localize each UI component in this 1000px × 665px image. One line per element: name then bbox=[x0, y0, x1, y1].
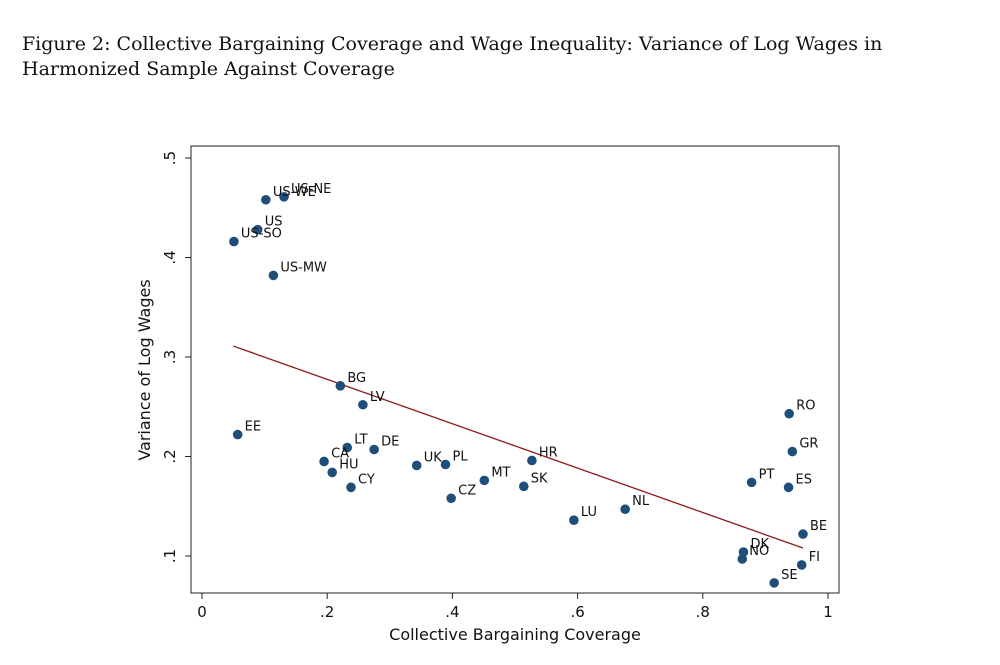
y-axis-title: Variance of Log Wages bbox=[135, 279, 154, 460]
point-ca bbox=[319, 456, 329, 467]
point-label: NO bbox=[749, 544, 769, 559]
y-tick-label: .5 bbox=[161, 151, 179, 165]
x-tick-label: .8 bbox=[696, 603, 710, 621]
y-tick-label: .4 bbox=[161, 250, 179, 264]
point-label: CY bbox=[358, 472, 375, 487]
point-cy bbox=[346, 482, 356, 493]
y-tick-label: .1 bbox=[161, 549, 179, 563]
point-label: UK bbox=[424, 450, 443, 465]
x-tick-label: .4 bbox=[445, 603, 459, 621]
point-ro bbox=[784, 408, 794, 419]
point-label: US-NE bbox=[291, 182, 331, 197]
point-pl bbox=[440, 459, 451, 470]
point-label: CA bbox=[331, 446, 349, 461]
point-us-mw bbox=[268, 270, 279, 281]
point-label: HR bbox=[539, 445, 558, 460]
point-label: US bbox=[265, 215, 283, 230]
point-label: RO bbox=[796, 399, 815, 414]
point-label: US-WE bbox=[273, 185, 316, 200]
point-label: US-SO bbox=[241, 227, 282, 242]
x-axis-title: Collective Bargaining Coverage bbox=[389, 625, 641, 644]
point-label: NL bbox=[632, 494, 650, 509]
point-pt bbox=[746, 477, 757, 488]
point-us bbox=[252, 224, 263, 235]
point-be bbox=[798, 529, 808, 539]
point-lv bbox=[358, 399, 368, 410]
point-label: EE bbox=[245, 420, 261, 435]
point-label: LU bbox=[581, 505, 597, 520]
point-cz bbox=[446, 493, 456, 504]
point-label: ES bbox=[796, 472, 812, 487]
plot-frame bbox=[190, 145, 840, 594]
x-tick-label: .2 bbox=[320, 603, 334, 621]
point-ee bbox=[232, 429, 243, 440]
point-se bbox=[769, 578, 779, 588]
point-bg bbox=[335, 381, 346, 391]
x-tick-label: 0 bbox=[197, 603, 207, 621]
point-gr bbox=[787, 446, 798, 457]
point-fi bbox=[796, 560, 807, 570]
point-hr bbox=[527, 455, 537, 466]
point-label: MT bbox=[491, 465, 510, 480]
point-label: BE bbox=[810, 519, 827, 534]
point-label: DK bbox=[750, 537, 769, 552]
fit-line-group bbox=[233, 345, 804, 549]
point-label: DE bbox=[381, 435, 399, 450]
point-de bbox=[369, 444, 379, 455]
point-us-so bbox=[229, 236, 239, 247]
point-label: CZ bbox=[458, 483, 476, 498]
y-tick-label: .2 bbox=[161, 449, 179, 463]
point-uk bbox=[411, 460, 422, 471]
point-label: LT bbox=[354, 433, 367, 448]
point-lt bbox=[342, 442, 353, 453]
point-label: HU bbox=[339, 457, 358, 472]
point-label: SE bbox=[781, 568, 797, 583]
point-label: BG bbox=[347, 371, 366, 386]
point-label: LV bbox=[370, 390, 385, 405]
x-axis: 0 .2 .4 .6 .8 1 bbox=[197, 593, 833, 621]
point-hu bbox=[327, 467, 338, 478]
point-label: GR bbox=[799, 437, 818, 452]
y-axis: .1 .2 .3 .4 .5 bbox=[161, 151, 191, 563]
y-tick-label: .3 bbox=[161, 350, 179, 364]
x-tick-label: .6 bbox=[570, 603, 584, 621]
point-lu bbox=[569, 515, 579, 525]
point-us-we bbox=[261, 194, 271, 205]
point-sk bbox=[518, 481, 529, 492]
point-label: FI bbox=[809, 550, 820, 565]
point-no bbox=[737, 554, 748, 564]
figure-caption: Figure 2: Collective Bargaining Coverage… bbox=[22, 33, 883, 80]
point-label: SK bbox=[531, 471, 548, 486]
point-mt bbox=[479, 475, 490, 486]
x-tick-label: 1 bbox=[823, 603, 833, 621]
point-nl bbox=[620, 504, 630, 515]
point-us-ne bbox=[279, 192, 289, 202]
point-label: PL bbox=[453, 449, 469, 464]
fit-line bbox=[233, 345, 804, 549]
point-label: PT bbox=[759, 467, 775, 482]
point-label: US-MW bbox=[280, 260, 327, 275]
point-es bbox=[783, 482, 794, 493]
